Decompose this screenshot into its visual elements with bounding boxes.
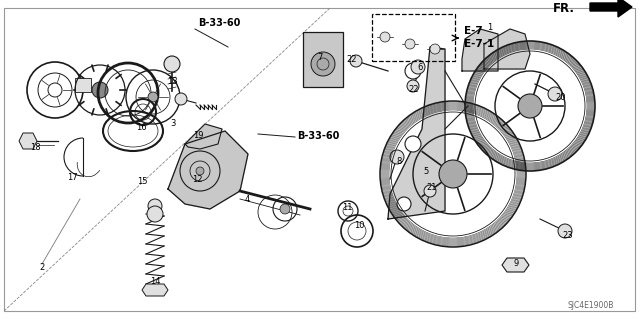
Text: 14: 14	[150, 277, 160, 286]
Text: 21: 21	[427, 182, 437, 191]
Text: 2: 2	[40, 263, 45, 271]
Polygon shape	[590, 0, 632, 17]
Text: 4: 4	[244, 195, 250, 204]
Circle shape	[405, 39, 415, 49]
Polygon shape	[484, 29, 530, 69]
Circle shape	[175, 93, 187, 105]
Text: SJC4E1900B: SJC4E1900B	[567, 301, 613, 310]
Text: 22: 22	[409, 85, 419, 93]
Text: FR.: FR.	[553, 3, 575, 16]
Bar	[75, 78, 91, 92]
Text: 5: 5	[424, 167, 429, 175]
Circle shape	[148, 199, 162, 213]
Text: 16: 16	[136, 123, 147, 132]
Text: B-33-60: B-33-60	[198, 18, 241, 28]
Text: 23: 23	[563, 232, 573, 241]
Text: 3: 3	[170, 118, 176, 128]
Text: 10: 10	[354, 221, 364, 231]
Polygon shape	[19, 133, 37, 149]
Circle shape	[390, 150, 404, 164]
Polygon shape	[168, 131, 248, 209]
Polygon shape	[185, 124, 222, 149]
Circle shape	[558, 224, 572, 238]
Polygon shape	[142, 284, 168, 296]
Circle shape	[407, 80, 419, 92]
Circle shape	[280, 204, 290, 214]
Circle shape	[405, 136, 421, 152]
Polygon shape	[462, 29, 498, 71]
Circle shape	[518, 94, 542, 118]
Circle shape	[411, 60, 425, 74]
Text: 8: 8	[396, 157, 402, 166]
Circle shape	[350, 55, 362, 67]
Circle shape	[147, 206, 163, 222]
Circle shape	[439, 160, 467, 188]
Text: 19: 19	[193, 131, 204, 140]
Circle shape	[92, 82, 108, 98]
Polygon shape	[502, 258, 529, 272]
Circle shape	[397, 197, 411, 211]
Text: 22: 22	[347, 55, 357, 63]
Polygon shape	[388, 47, 445, 219]
Text: 11: 11	[342, 203, 352, 211]
Text: 13: 13	[166, 78, 177, 86]
Circle shape	[430, 44, 440, 54]
Text: 7: 7	[317, 54, 323, 63]
Text: E-7: E-7	[464, 26, 483, 36]
Circle shape	[405, 63, 421, 79]
Circle shape	[196, 167, 204, 175]
Text: 17: 17	[67, 174, 77, 182]
Text: 15: 15	[137, 176, 147, 186]
Text: E-7-1: E-7-1	[464, 39, 494, 49]
Bar	[303, 32, 343, 87]
Circle shape	[164, 56, 180, 72]
Circle shape	[148, 92, 158, 102]
Text: 6: 6	[417, 63, 422, 71]
Text: 1: 1	[488, 23, 493, 32]
Circle shape	[311, 52, 335, 76]
Text: 12: 12	[192, 174, 202, 183]
Bar	[372, 14, 455, 61]
Circle shape	[424, 185, 436, 197]
Text: 9: 9	[513, 258, 518, 268]
Text: 20: 20	[556, 93, 566, 102]
Circle shape	[380, 32, 390, 42]
Text: B-33-60: B-33-60	[297, 131, 339, 141]
Text: 18: 18	[29, 143, 40, 152]
Circle shape	[548, 87, 562, 101]
